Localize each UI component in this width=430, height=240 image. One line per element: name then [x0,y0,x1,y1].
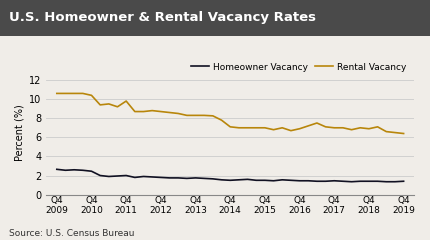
Homeowner Vacancy [279,178,284,181]
Homeowner Vacancy [374,180,379,183]
Homeowner Vacancy [193,176,198,179]
Homeowner Vacancy [331,179,336,182]
Homeowner Vacancy [201,177,206,180]
Homeowner Vacancy [106,175,111,178]
Rental Vacancy [80,92,85,95]
Line: Rental Vacancy: Rental Vacancy [57,93,402,133]
Rental Vacancy [305,124,310,127]
Rental Vacancy [296,127,301,130]
Rental Vacancy [322,125,327,128]
Rental Vacancy [227,125,232,128]
Rental Vacancy [158,110,163,113]
Rental Vacancy [89,94,94,97]
Homeowner Vacancy [210,177,215,180]
Homeowner Vacancy [71,168,77,171]
Homeowner Vacancy [348,180,353,183]
Legend: Homeowner Vacancy, Rental Vacancy: Homeowner Vacancy, Rental Vacancy [187,59,408,75]
Homeowner Vacancy [340,180,345,183]
Homeowner Vacancy [383,180,388,183]
Rental Vacancy [218,119,224,122]
Line: Homeowner Vacancy: Homeowner Vacancy [57,169,402,182]
Rental Vacancy [366,127,371,130]
Rental Vacancy [149,109,154,112]
Rental Vacancy [262,126,267,129]
Rental Vacancy [141,110,146,113]
Rental Vacancy [123,100,129,102]
Homeowner Vacancy [366,180,371,183]
Rental Vacancy [193,114,198,117]
Homeowner Vacancy [244,178,249,181]
Homeowner Vacancy [63,169,68,172]
Homeowner Vacancy [54,168,59,171]
Homeowner Vacancy [400,180,405,183]
Rental Vacancy [288,129,293,132]
Homeowner Vacancy [175,176,180,179]
Homeowner Vacancy [115,174,120,177]
Rental Vacancy [383,130,388,133]
Homeowner Vacancy [236,178,241,181]
Text: Source: U.S. Census Bureau: Source: U.S. Census Bureau [9,228,134,238]
Homeowner Vacancy [288,179,293,182]
Homeowner Vacancy [97,174,102,177]
Rental Vacancy [374,125,379,128]
Text: U.S. Homeowner & Rental Vacancy Rates: U.S. Homeowner & Rental Vacancy Rates [9,12,315,24]
Rental Vacancy [166,111,172,114]
Rental Vacancy [63,92,68,95]
Rental Vacancy [253,126,258,129]
Rental Vacancy [54,92,59,95]
Rental Vacancy [279,126,284,129]
Rental Vacancy [400,132,405,135]
Rental Vacancy [175,112,180,115]
Homeowner Vacancy [313,180,319,183]
Rental Vacancy [244,126,249,129]
Homeowner Vacancy [158,176,163,179]
Rental Vacancy [357,126,362,129]
Rental Vacancy [132,110,137,113]
Homeowner Vacancy [218,178,224,181]
Y-axis label: Percent (%): Percent (%) [15,104,25,161]
Homeowner Vacancy [166,176,172,179]
Homeowner Vacancy [296,179,301,182]
Rental Vacancy [210,114,215,117]
Rental Vacancy [340,126,345,129]
Rental Vacancy [348,128,353,131]
Rental Vacancy [391,131,396,134]
Rental Vacancy [115,105,120,108]
Homeowner Vacancy [184,177,189,180]
Homeowner Vacancy [141,175,146,178]
Homeowner Vacancy [357,180,362,183]
Rental Vacancy [331,126,336,129]
Homeowner Vacancy [322,180,327,183]
Homeowner Vacancy [132,176,137,179]
Homeowner Vacancy [149,175,154,178]
Rental Vacancy [270,128,276,131]
Homeowner Vacancy [305,179,310,182]
Homeowner Vacancy [270,179,276,182]
Rental Vacancy [313,122,319,125]
Rental Vacancy [71,92,77,95]
Homeowner Vacancy [227,179,232,182]
Rental Vacancy [236,126,241,129]
Rental Vacancy [201,114,206,117]
Homeowner Vacancy [253,179,258,182]
Rental Vacancy [106,102,111,105]
Homeowner Vacancy [123,174,129,177]
Rental Vacancy [184,114,189,117]
Rental Vacancy [97,103,102,106]
Homeowner Vacancy [391,180,396,183]
Homeowner Vacancy [262,179,267,182]
Homeowner Vacancy [80,169,85,172]
Homeowner Vacancy [89,170,94,173]
